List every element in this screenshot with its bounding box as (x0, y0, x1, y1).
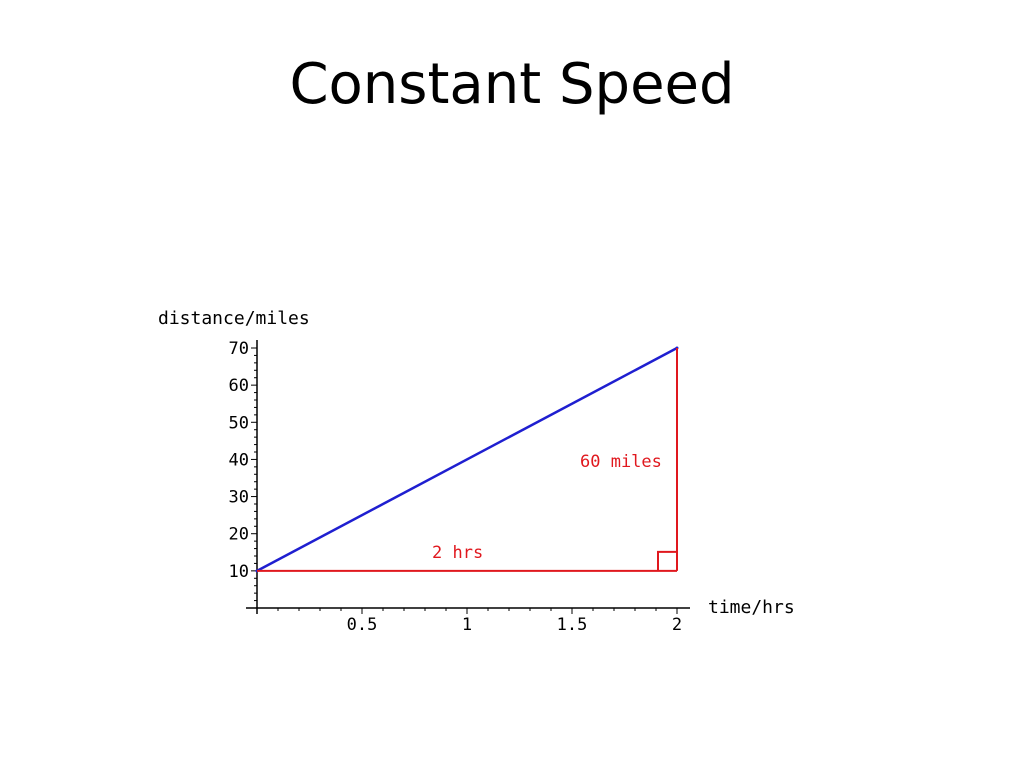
horizontal-leg-label: 2 hrs (432, 543, 483, 563)
x-axis-label: time/hrs (708, 597, 795, 618)
y-tick-label: 30 (229, 488, 249, 508)
y-tick-label: 50 (229, 413, 249, 433)
x-tick-label: 1 (462, 615, 472, 635)
right-angle-marker (657, 550, 677, 571)
y-tick-label: 60 (229, 376, 249, 396)
vertical-leg-label: 60 miles (580, 452, 662, 472)
x-tick-label: 2 (672, 615, 682, 635)
y-axis-label: distance/miles (158, 308, 310, 329)
axes (246, 340, 690, 614)
series-line (256, 346, 678, 572)
annotations: 2 hrs 60 miles (257, 348, 678, 572)
y-tick-label: 40 (229, 450, 249, 470)
y-tick-label: 20 (229, 525, 249, 545)
ticks: 10 20 30 40 50 60 70 0.5 1 1.5 2 (229, 339, 683, 635)
y-tick-label: 70 (229, 339, 249, 359)
slide-title: Constant Speed (289, 52, 735, 117)
x-tick-label: 0.5 (347, 615, 378, 635)
y-tick-label: 10 (229, 562, 249, 582)
x-tick-label: 1.5 (557, 615, 588, 635)
